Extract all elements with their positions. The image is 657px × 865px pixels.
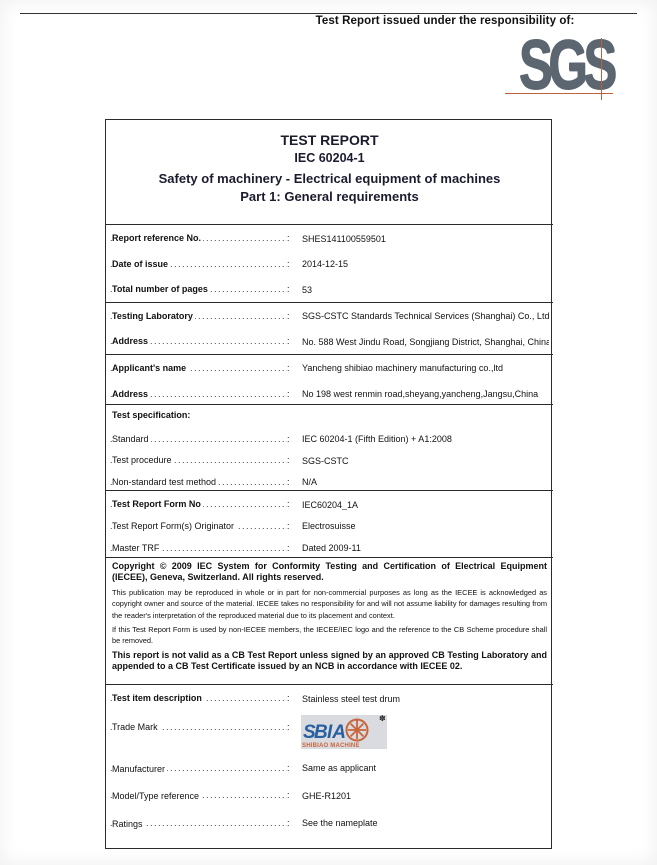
svg-text:IA: IA [327,722,346,743]
svg-text:SHIBIAO MACHINE: SHIBIAO MACHINE [302,743,360,749]
svg-text:B: B [314,722,328,743]
